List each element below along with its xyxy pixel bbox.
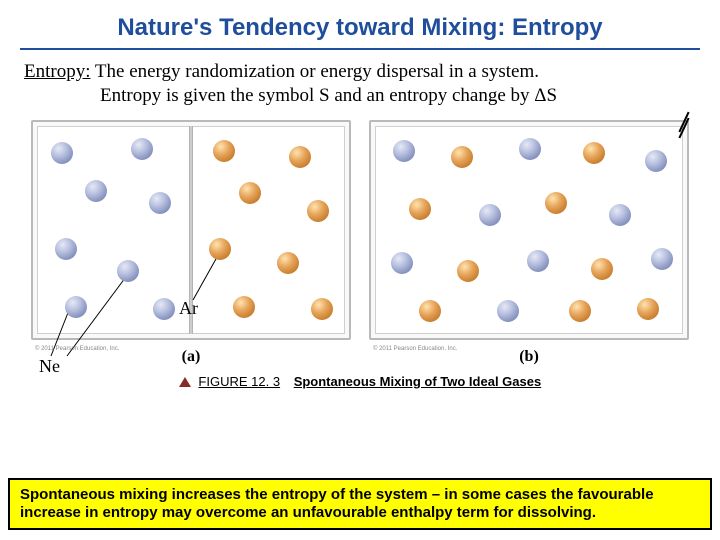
ne-atom [519,138,541,160]
ar-atom [451,146,473,168]
ar-atom [307,200,329,222]
ar-atom [239,182,261,204]
ne-atom [153,298,175,320]
ne-atom [391,252,413,274]
ne-atom [149,192,171,214]
panel-b: (b) © 2011 Pearson Education, Inc. [369,120,689,340]
figure-caption-title: Spontaneous Mixing of Two Ideal Gases [294,374,542,389]
triangle-icon [179,377,191,387]
copyright-b: © 2011 Pearson Education, Inc. [373,346,457,352]
figure-caption-row: FIGURE 12. 3 Spontaneous Mixing of Two I… [0,374,720,389]
ne-atom [527,250,549,272]
definition-line2: Entropy is given the symbol S and an ent… [24,84,700,108]
ne-atom [51,142,73,164]
ar-atom [277,252,299,274]
ne-atom [393,140,415,162]
ar-atom [409,198,431,220]
panel-a: Ne Ar (a) © 2011 Pearson Education, Inc. [31,120,351,340]
ar-atom [419,300,441,322]
ne-atom [131,138,153,160]
ne-atom [85,180,107,202]
definition-block: Entropy: The energy randomization or ene… [24,60,700,108]
ne-atom [65,296,87,318]
ne-atom [55,238,77,260]
ar-atom [213,140,235,162]
ar-atom [457,260,479,282]
ne-atom [479,204,501,226]
figure-number: FIGURE 12. 3 [198,374,280,389]
ar-atom [289,146,311,168]
ne-atom [645,150,667,172]
copyright-a: © 2011 Pearson Education, Inc. [35,346,119,352]
ar-atom [209,238,231,260]
break-mark-icon [673,118,695,132]
definition-term: Entropy: [24,61,91,82]
ne-atom [609,204,631,226]
ar-atom [233,296,255,318]
ar-atom [583,142,605,164]
ne-atom [651,248,673,270]
ar-atom [591,258,613,280]
ar-label: Ar [179,298,198,319]
ar-atom [637,298,659,320]
ar-atom [569,300,591,322]
ar-atom [545,192,567,214]
definition-line1: The energy randomization or energy dispe… [91,61,540,82]
figure-container: Ne Ar (a) © 2011 Pearson Education, Inc.… [20,120,700,340]
page-title: Nature's Tendency toward Mixing: Entropy [20,0,700,50]
ne-atom [117,260,139,282]
highlight-box: Spontaneous mixing increases the entropy… [8,478,712,530]
ne-atom [497,300,519,322]
ar-atom [311,298,333,320]
